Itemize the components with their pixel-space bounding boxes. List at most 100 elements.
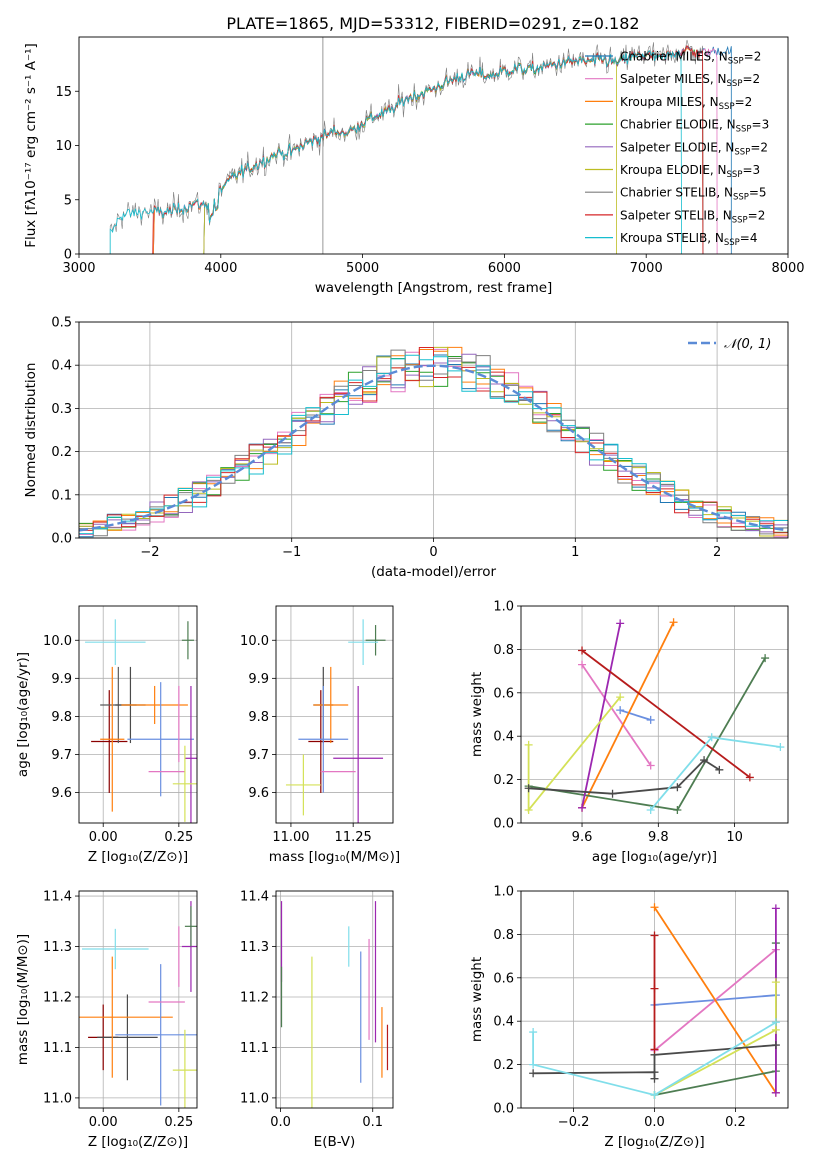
- weight-marker: [707, 733, 716, 742]
- weight-marker: [669, 618, 678, 627]
- legend-entry: Kroupa STELIB, NSSP=4: [620, 231, 758, 248]
- y-tick-label: 0.8: [493, 643, 514, 658]
- x-axis-label: Z [log₁₀(Z/Z⊙)]: [604, 1134, 704, 1150]
- weight-marker: [650, 1074, 659, 1083]
- y-tick-label: 11.0: [43, 1091, 72, 1106]
- histogram-step: [79, 346, 788, 534]
- plot-area: [276, 891, 393, 1108]
- weight-marker: [673, 805, 682, 814]
- plot-area: [79, 322, 788, 538]
- y-tick-label: 0.6: [493, 971, 514, 986]
- y-axis-label: mass [log₁₀(M/M⊙)]: [15, 934, 31, 1065]
- y-tick-label: 0.0: [51, 532, 72, 547]
- weight-marker: [616, 706, 625, 715]
- axes-frame: [520, 890, 789, 1109]
- y-tick-label: 10.0: [240, 634, 269, 649]
- weight-marker: [578, 646, 587, 655]
- y-tick-label: 15: [55, 85, 72, 100]
- x-axis-label: Z [log₁₀(Z/Z⊙)]: [88, 849, 188, 865]
- panel-weight-vs-age: 9.6 9.8 10 0.0 0.2 0.4 0.6 0.8 1.0 age [log₁₀(age…: [469, 600, 789, 865]
- x-tick-label: 8000: [771, 261, 804, 276]
- y-tick-label: 11.3: [240, 940, 269, 955]
- legend-entry: Salpeter MILES, NSSP=2: [620, 72, 760, 89]
- weight-line: [581, 664, 652, 767]
- weight-line: [619, 709, 651, 721]
- y-axis-label: age [log₁₀(age/yr)]: [15, 652, 31, 777]
- y-tick-label: 0.6: [493, 686, 514, 701]
- x-tick-label: 10: [726, 830, 743, 845]
- x-axis-label: E(B-V): [314, 1134, 356, 1150]
- y-tick-label: 11.1: [43, 1041, 72, 1056]
- x-tick-label: 3000: [62, 261, 95, 276]
- x-tick-label: 11.00: [272, 830, 309, 845]
- axes-frame: [78, 36, 789, 255]
- x-axis-label: Z [log₁₀(Z/Z⊙)]: [88, 1134, 188, 1150]
- spectrum-line: [109, 50, 682, 254]
- panel-age-vs-mass: 11.00 11.25 9.6 9.7 9.8 9.9 10.0 mass [log₁₀(M/…: [240, 605, 400, 865]
- x-tick-label: 0.25: [164, 1115, 193, 1130]
- y-axis-label: mass weight: [469, 957, 485, 1042]
- x-tick-label: −2: [140, 545, 159, 560]
- axes-frame: [78, 321, 789, 539]
- x-tick-label: 4000: [204, 261, 237, 276]
- weight-marker: [646, 715, 655, 724]
- x-tick-label: 5000: [346, 261, 379, 276]
- weight-marker: [761, 654, 770, 663]
- y-tick-label: 1.0: [493, 885, 514, 900]
- weight-marker: [771, 1025, 780, 1034]
- weight-marker: [608, 789, 617, 798]
- weight-marker: [650, 984, 659, 993]
- weight-line: [653, 906, 777, 1094]
- weight-marker: [771, 1041, 780, 1050]
- axes-frame: [520, 605, 789, 824]
- y-tick-label: 9.8: [51, 710, 72, 725]
- weight-marker: [616, 693, 625, 702]
- x-tick-label: 11.25: [335, 830, 372, 845]
- weight-line: [650, 736, 781, 811]
- weight-line: [528, 657, 766, 811]
- x-axis-label: (data-model)/error: [371, 564, 497, 580]
- y-tick-label: 9.9: [248, 672, 269, 687]
- weight-marker: [650, 931, 659, 940]
- weight-marker: [776, 743, 785, 752]
- weight-marker: [650, 1090, 659, 1099]
- panel-residuals: −2 −1 0 1 2 0.0 0.1 0.2 0.3 0.4 0.5 (data-model)/er…: [23, 316, 789, 580]
- y-tick-label: 11.0: [240, 1091, 269, 1106]
- panel-spectrum: 3000 4000 5000 6000 7000 8000 0 5 10 15 wavelength…: [23, 36, 805, 296]
- weight-line: [533, 1044, 776, 1079]
- axes-frame: [275, 890, 394, 1109]
- weight-line: [581, 623, 622, 808]
- x-tick-label: 0.25: [164, 830, 193, 845]
- weight-marker: [673, 783, 682, 792]
- y-tick-label: 10: [55, 139, 72, 154]
- gaussian-curve: [79, 364, 788, 532]
- x-tick-label: 0.0: [644, 1115, 665, 1130]
- weight-marker: [771, 978, 780, 987]
- y-tick-label: 11.2: [240, 990, 269, 1005]
- spectrum-line: [203, 53, 617, 254]
- x-tick-label: 0.1: [362, 1115, 383, 1130]
- plot-area: [276, 606, 393, 823]
- panel-mass-vs-Z: 0.00 0.25 11.0 11.1 11.2 11.3 11.4 Z [log₁₀(Z/Z…: [15, 890, 198, 1150]
- weight-marker: [771, 1018, 780, 1027]
- histogram-step: [79, 354, 788, 535]
- axes-frame: [78, 890, 198, 1109]
- weight-marker: [650, 1045, 659, 1054]
- weight-line: [581, 621, 675, 809]
- y-tick-label: 0.2: [493, 1058, 514, 1073]
- y-tick-label: 0.0: [493, 817, 514, 832]
- plot-area: [79, 606, 197, 823]
- plot-area: [79, 891, 197, 1108]
- y-tick-label: 1.0: [493, 600, 514, 615]
- weight-marker: [529, 1069, 538, 1078]
- y-tick-label: 10.0: [43, 634, 72, 649]
- y-tick-label: 0.2: [51, 445, 72, 460]
- weight-marker: [745, 773, 754, 782]
- weight-marker: [771, 1088, 780, 1097]
- x-axis-label: wavelength [Angstrom, rest frame]: [315, 280, 553, 296]
- weight-line: [581, 649, 751, 779]
- y-tick-label: 9.6: [51, 786, 72, 801]
- y-tick-label: 11.1: [240, 1041, 269, 1056]
